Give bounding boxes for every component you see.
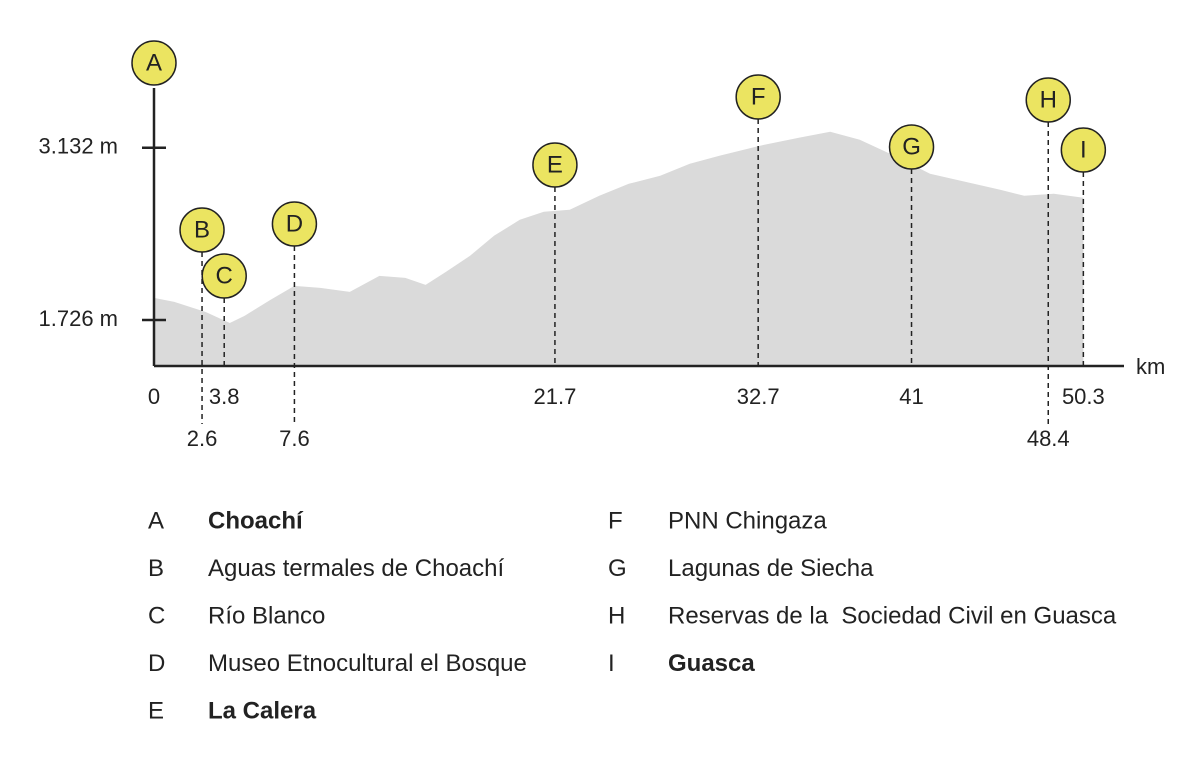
stop-letter: I [1080, 136, 1087, 163]
legend-name: PNN Chingaza [668, 507, 827, 534]
stop-marker [271, 201, 318, 247]
x-tick-label: 2.6 [187, 426, 218, 451]
stop-marker [1025, 77, 1071, 123]
legend-letter: B [148, 555, 164, 582]
stop-marker [179, 207, 225, 253]
y-tick-label: 1.726 m [39, 306, 119, 331]
legend-letter: I [608, 650, 615, 677]
x-tick-label: 50.3 [1062, 384, 1105, 409]
x-axis-label: km [1136, 354, 1165, 379]
x-tick-label: 32.7 [737, 384, 780, 409]
x-tick-label: 41 [899, 384, 923, 409]
stop-marker [735, 74, 781, 120]
stop-letter: A [146, 49, 162, 76]
x-tick-label: 48.4 [1027, 426, 1070, 451]
legend-letter: E [148, 697, 164, 724]
stop-marker [888, 124, 935, 170]
legend-letter: A [148, 507, 164, 534]
legend-name: Aguas termales de Choachí [208, 555, 505, 582]
stop-marker [532, 142, 578, 188]
stop-letter: H [1040, 86, 1057, 113]
y-tick-label: 3.132 m [39, 134, 119, 159]
stop-letter: F [751, 83, 766, 110]
x-tick-label: 7.6 [279, 426, 310, 451]
stop-letter: C [216, 262, 233, 289]
legend-letter: G [608, 555, 627, 582]
x-tick-label: 0 [148, 384, 160, 409]
stop-letter: B [194, 216, 210, 243]
legend-letter: D [148, 650, 165, 677]
legend-name: Museo Etnocultural el Bosque [208, 650, 527, 677]
legend-name: Choachí [208, 507, 304, 534]
legend-name: Río Blanco [208, 602, 325, 629]
legend-letter: C [148, 602, 165, 629]
legend-letter: H [608, 602, 625, 629]
stop-letter: G [902, 133, 921, 160]
x-tick-label: 3.8 [209, 384, 240, 409]
x-tick-label: 21.7 [534, 384, 577, 409]
elevation-area [154, 131, 1084, 366]
stop-marker [1060, 127, 1107, 173]
stop-letter: D [286, 210, 303, 237]
legend-letter: F [608, 507, 623, 534]
stop-marker [131, 40, 177, 86]
stop-letter: E [547, 151, 563, 178]
legend-name: La Calera [208, 697, 317, 724]
legend-name: Lagunas de Siecha [668, 555, 874, 582]
legend-name: Reservas de la Sociedad Civil en Guasca [668, 602, 1117, 629]
legend-name: Guasca [668, 650, 755, 677]
stop-marker [201, 253, 247, 299]
